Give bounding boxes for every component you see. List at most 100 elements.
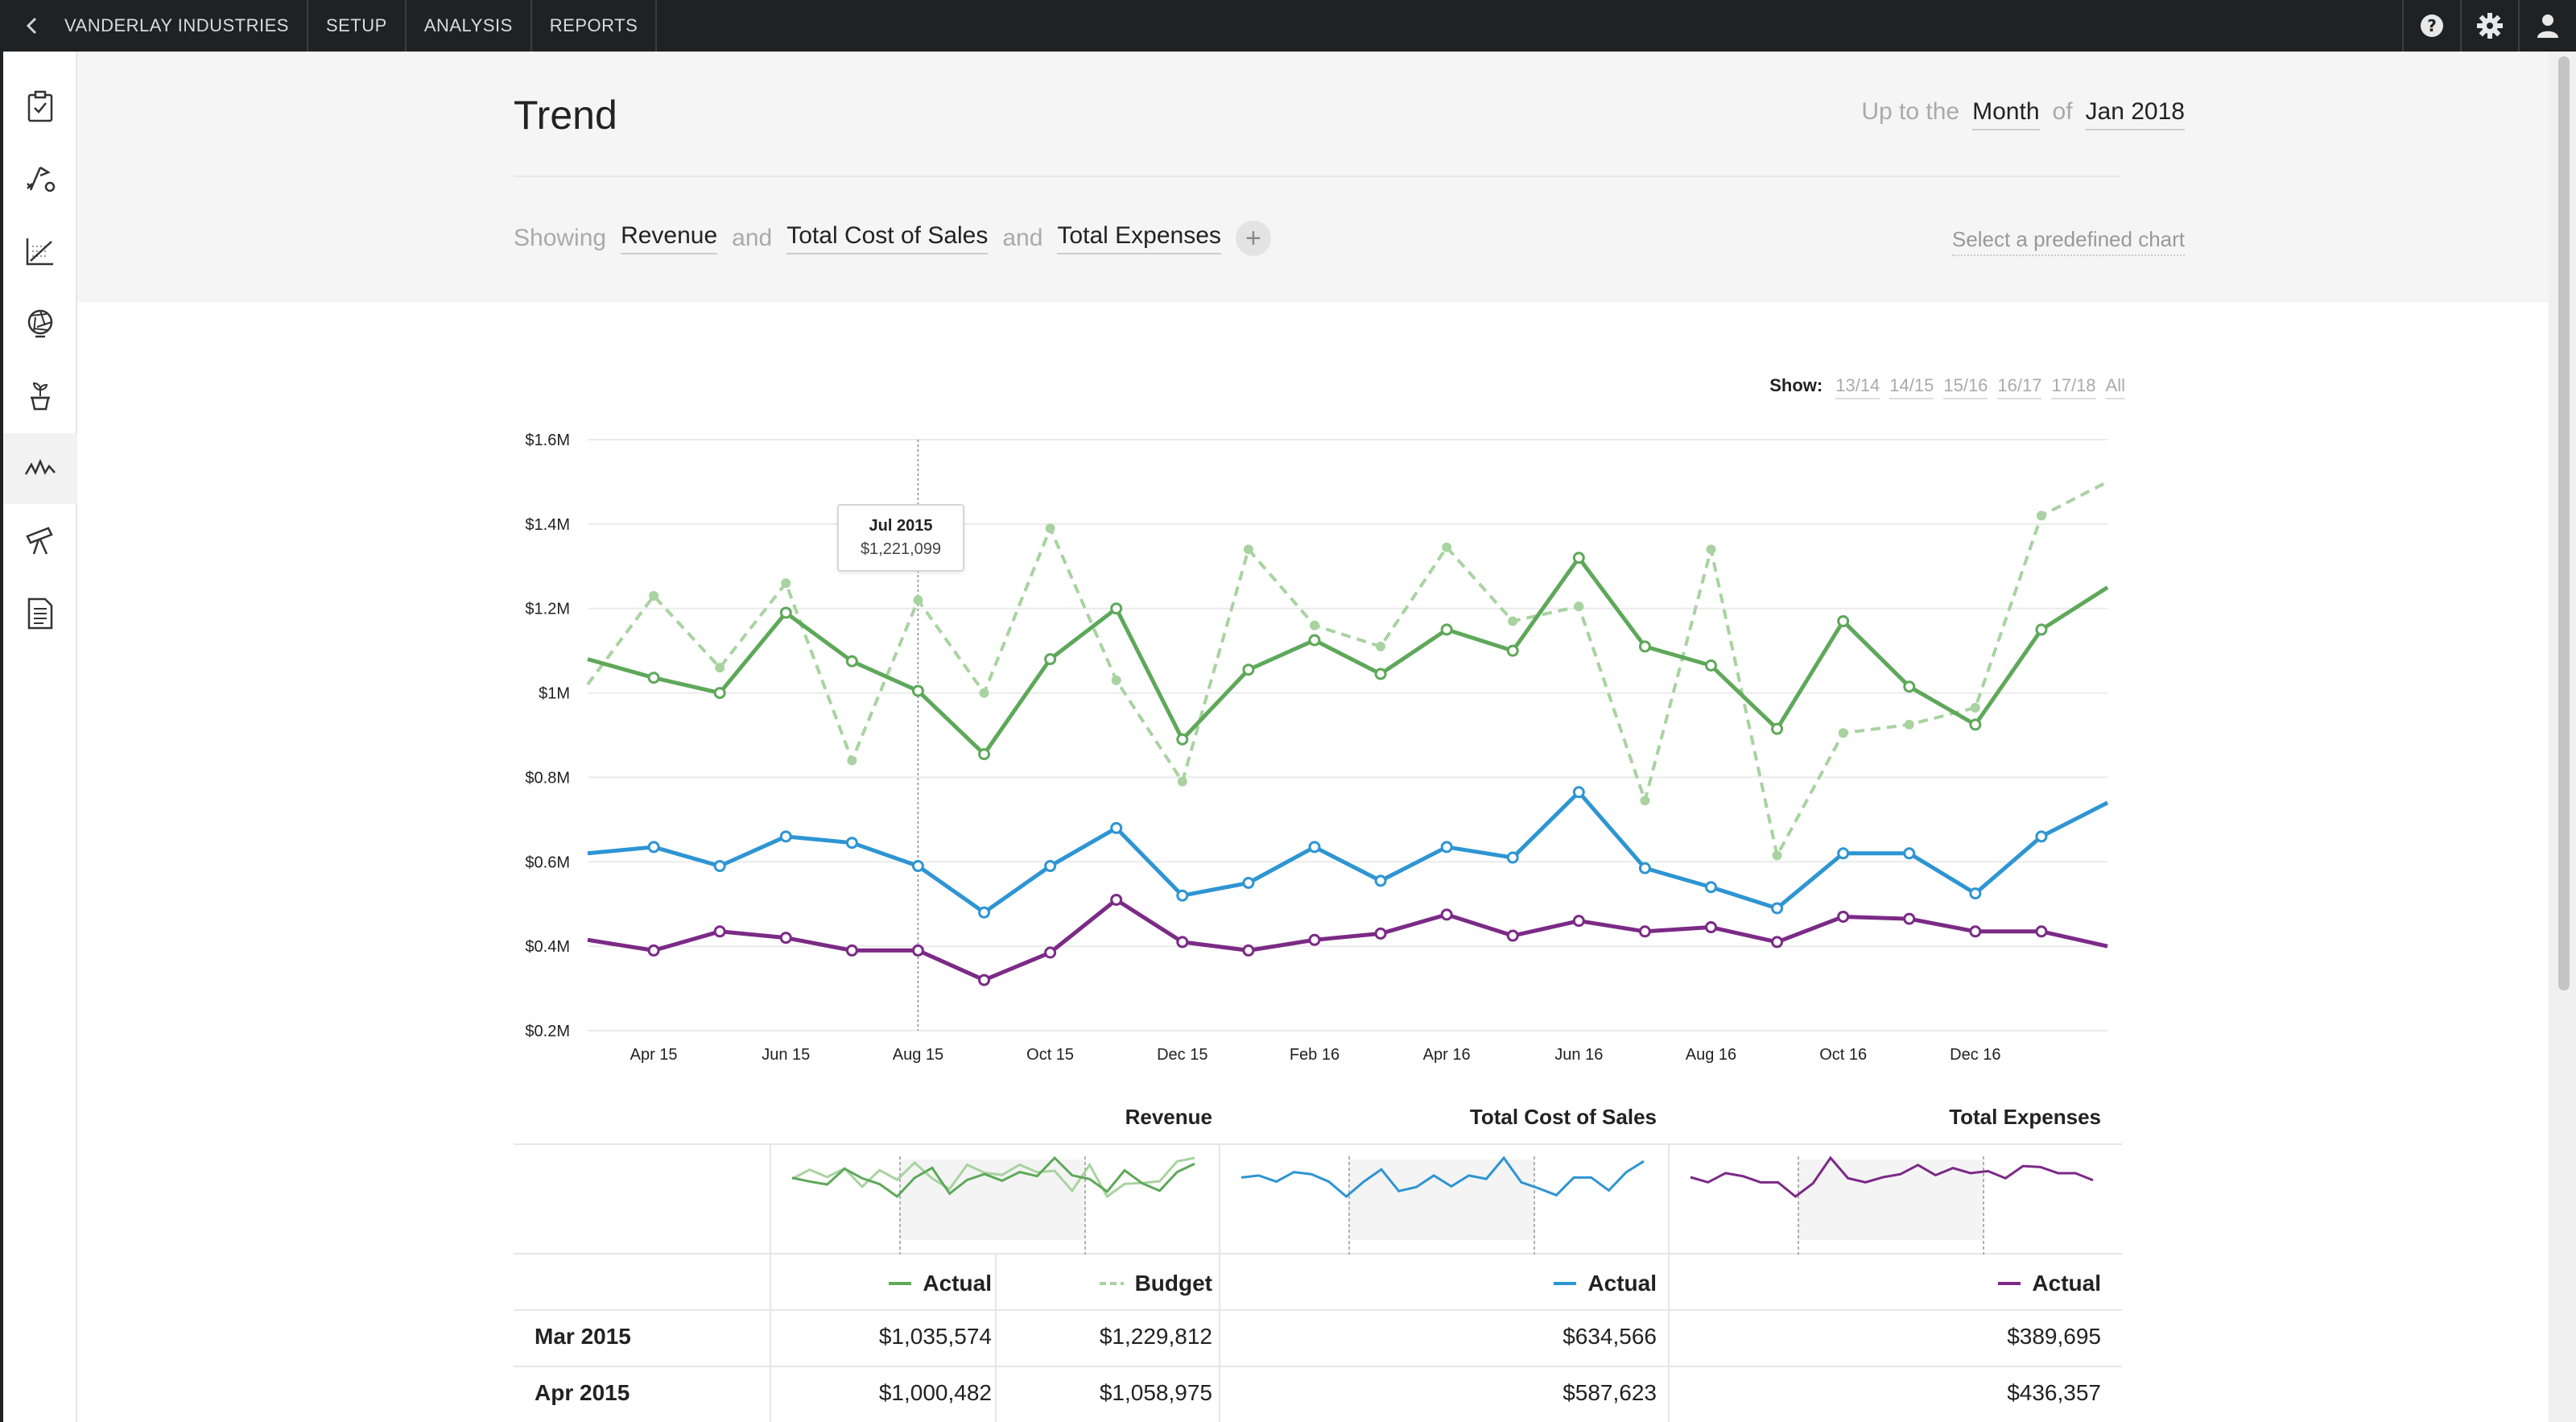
cost-of-sales-actual-point [647,841,660,854]
show-option-all[interactable]: All [2105,375,2125,399]
sparkline-series [791,1156,1195,1199]
expenses-actual-point [713,925,726,938]
predefined-chart-link[interactable]: Select a predefined chart [1951,227,2185,256]
scrollbar-thumb[interactable] [2558,56,2570,990]
nav-reports[interactable]: REPORTS [532,0,658,52]
revenue-budget-value: $1,229,812 [1099,1324,1212,1349]
revenue-actual-point [1771,722,1784,735]
x-tick-label: Aug 15 [893,1046,943,1063]
sidebar-item-drivers[interactable] [3,288,77,359]
report-icon [27,597,53,630]
expenses-actual-point [1176,936,1189,949]
cost-of-sales-actual-point [1242,877,1255,889]
expenses-actual-line [587,897,2108,982]
cost-of-sales-actual-point [1176,889,1189,902]
revenue-actual-point [1440,623,1453,636]
page-title: Trend [514,93,617,138]
cost-of-sales-actual-point [1638,862,1651,874]
x-tick-label: Dec 15 [1157,1046,1208,1063]
revenue-actual-point [1176,733,1189,746]
show-option-13-14[interactable]: 13/14 [1835,375,1880,399]
company-name[interactable]: VANDERLAY INDUSTRIES [64,0,308,52]
metric-total-expenses[interactable]: Total Expenses [1057,222,1221,254]
legend-swatch-dashed [1099,1282,1124,1285]
expenses-actual-point [779,932,792,945]
expenses-actual-point [1572,915,1585,928]
sidebar-item-performance[interactable] [3,216,77,287]
cost-of-sales-actual-point [1903,847,1916,860]
x-tick-label: Dec 16 [1950,1046,2000,1063]
cost-of-sales-actual-point [779,830,792,843]
metric-revenue[interactable]: Revenue [621,222,718,254]
top-navigation-bar: VANDERLAY INDUSTRIES SETUP ANALYSIS REPO… [0,0,2576,52]
settings-button[interactable] [2460,0,2518,52]
expenses-actual-point [1044,946,1057,959]
legend-label: Actual [923,1271,992,1296]
revenue-budget-point [1772,850,1782,861]
revenue-budget-point [1904,719,1914,730]
user-icon [2537,14,2558,38]
revenue-actual-point [1110,602,1123,615]
nav-setup[interactable]: SETUP [308,0,407,52]
svg-text:?: ? [2427,16,2437,35]
nav-analysis[interactable]: ANALYSIS [407,0,532,52]
expenses-actual-point [978,973,991,986]
expenses-actual-point [845,944,858,957]
sidebar-item-trend[interactable] [3,433,77,504]
legend-row: Actual Budget Actual Actual [514,1255,2122,1311]
cost-of-sales-actual-point [1110,821,1123,834]
expenses-actual-point [1969,925,1982,938]
strategy-icon [27,166,56,192]
show-range-selector: Show: 13/14 14/15 15/16 16/17 17/18 All [1739,375,2125,399]
expenses-actual-point [1440,908,1453,921]
revenue-budget-point [913,595,923,606]
revenue-actual-line [587,556,2109,757]
revenue-budget-point [847,755,857,766]
row-date: Apr 2015 [535,1380,630,1405]
show-option-15-16[interactable]: 15/16 [1943,375,1988,399]
revenue-actual-point [1044,653,1057,666]
period-unit-dropdown[interactable]: Month [1972,98,2040,130]
back-button[interactable] [0,0,64,52]
x-tick-label: Oct 15 [1026,1046,1074,1063]
x-tick-label: Oct 16 [1819,1046,1867,1063]
revenue-actual-point [779,606,792,619]
revenue-budget-point [1045,523,1055,534]
revenue-actual-point [978,748,991,761]
chart-tooltip: Jul 2015 $1,221,099 [837,504,964,572]
metric-cost-of-sales[interactable]: Total Cost of Sales [786,222,989,254]
period-value-dropdown[interactable]: Jan 2018 [2085,98,2185,130]
sidebar-item-strategy[interactable] [3,143,77,214]
expenses-actual-point [1837,910,1850,923]
row-date: Mar 2015 [535,1324,631,1349]
show-option-14-15[interactable]: 14/15 [1889,375,1934,399]
user-button[interactable] [2518,0,2576,52]
sidebar-item-forecast[interactable] [3,506,77,577]
table-row[interactable]: Apr 2015 $1,000,482 $1,058,975 $587,623 … [514,1367,2122,1422]
revenue-budget-point [1838,728,1848,738]
show-option-17-18[interactable]: 17/18 [2051,375,2096,399]
legend-expenses-actual: Actual [1998,1271,2101,1296]
y-tick-label: $1M [539,685,570,703]
sparkline-series [1241,1155,1645,1198]
sparkline-range-shade [1798,1160,1984,1240]
chevron-left-icon [26,17,37,35]
tooltip-value: $1,221,099 [860,540,942,558]
sidebar-item-reports[interactable] [3,578,77,649]
show-option-16-17[interactable]: 16/17 [1997,375,2042,399]
and-label: and [732,225,773,251]
add-metric-button[interactable]: + [1235,221,1271,256]
sparkline-series [791,1155,1195,1198]
legend-cost-actual: Actual [1554,1271,1657,1296]
revenue-actual-point [911,684,924,697]
period-of: of [2052,98,2073,125]
sidebar-item-growth[interactable] [3,361,77,432]
help-button[interactable]: ? [2402,0,2460,52]
table-row[interactable]: Mar 2015 $1,035,574 $1,229,812 $634,566 … [514,1311,2122,1367]
sidebar-item-tasks[interactable] [3,71,77,142]
revenue-budget-point [1574,601,1584,612]
trend-chart[interactable]: $1.6M $1.4M $1.2M $1M $0.8M $0.6M $0.4M $0.2M Ap… [499,419,2125,1063]
cost-of-sales-actual-point [1506,851,1519,864]
revenue-actual-point [2035,623,2048,636]
page-scrollbar[interactable] [2549,52,2576,1422]
